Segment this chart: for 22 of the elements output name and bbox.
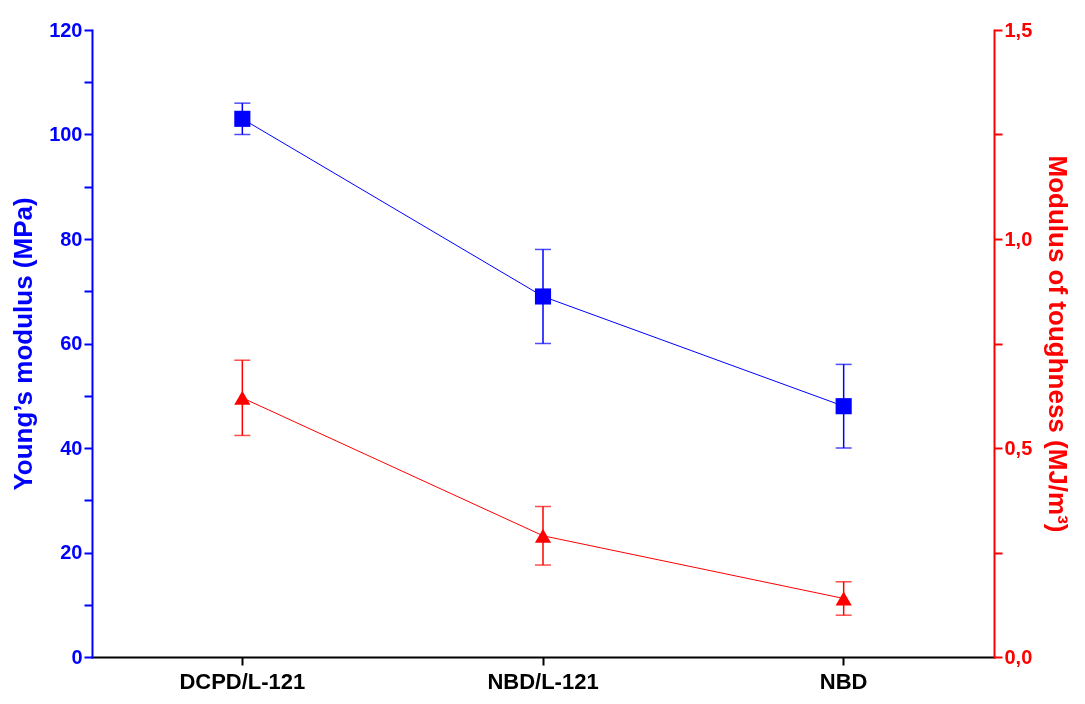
- y2-axis-title: Modulus of toughness (MJ/m³): [1043, 155, 1074, 533]
- x-tick-label: DCPD/L-121: [179, 668, 306, 694]
- y-tick-label: 100: [49, 123, 83, 145]
- point: [234, 110, 251, 127]
- y-tick-label: 120: [49, 18, 83, 41]
- y-tick-label: 0: [71, 645, 83, 668]
- y2-tick-label: 1,5: [1004, 18, 1033, 41]
- x-tick-label: NBD: [819, 668, 868, 694]
- y-tick-label: 20: [60, 541, 83, 563]
- y2-tick-label: 0,0: [1004, 645, 1033, 668]
- point: [534, 528, 552, 543]
- y2-tick-label: 1,0: [1004, 227, 1033, 250]
- y-axis-title: Young’s modulus (MPa): [8, 197, 39, 491]
- point: [835, 398, 852, 415]
- point: [234, 390, 251, 405]
- point: [534, 288, 552, 305]
- y2-tick-label: 0,5: [1004, 436, 1033, 459]
- x-tick-label: NBD/L-121: [487, 668, 599, 694]
- y-tick-label: 40: [60, 436, 83, 459]
- y-tick-label: 60: [60, 332, 83, 354]
- point: [835, 591, 852, 606]
- y-tick-label: 80: [60, 227, 83, 250]
